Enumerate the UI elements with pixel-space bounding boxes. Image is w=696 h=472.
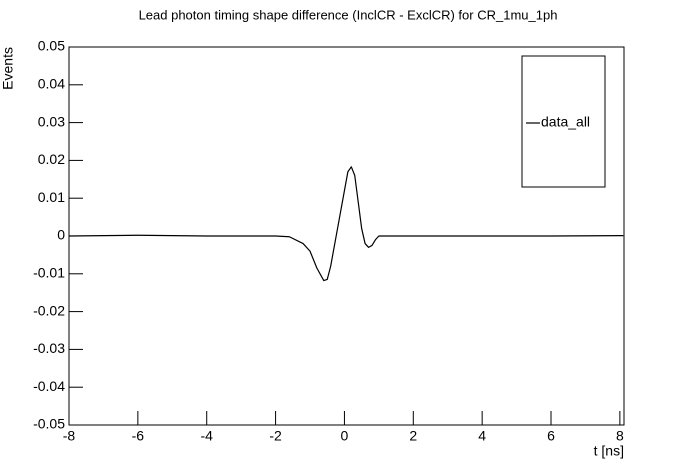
x-axis-label: t [ns]: [594, 443, 624, 459]
y-tick-label: 0.05: [38, 38, 65, 54]
y-tick-label: -0.03: [33, 340, 65, 356]
x-tick-label: -6: [132, 428, 145, 444]
y-tick-label: 0.02: [38, 151, 65, 167]
y-tick-label: 0.04: [38, 76, 65, 92]
x-tick-label: 8: [616, 428, 624, 444]
y-tick-label: -0.04: [33, 378, 65, 394]
legend-label: data_all: [541, 114, 590, 130]
x-tick-label: -4: [200, 428, 213, 444]
x-tick-label: 2: [409, 428, 417, 444]
x-tick-label: 4: [478, 428, 486, 444]
y-tick-label: -0.05: [33, 416, 65, 432]
x-tick-label: 0: [341, 428, 349, 444]
y-tick-label: 0: [57, 227, 65, 243]
chart-title: Lead photon timing shape difference (Inc…: [139, 7, 558, 22]
x-tick-label: -8: [63, 428, 76, 444]
x-tick-label: 6: [547, 428, 555, 444]
y-tick-label: -0.02: [33, 302, 65, 318]
legend-box: [521, 55, 606, 188]
data-line: [68, 166, 624, 282]
x-tick-label: -2: [269, 428, 282, 444]
y-tick-label: -0.01: [33, 265, 65, 281]
y-axis-label: Events: [0, 47, 16, 90]
y-tick-label: 0.03: [38, 113, 65, 129]
y-tick-label: 0.01: [38, 189, 65, 205]
